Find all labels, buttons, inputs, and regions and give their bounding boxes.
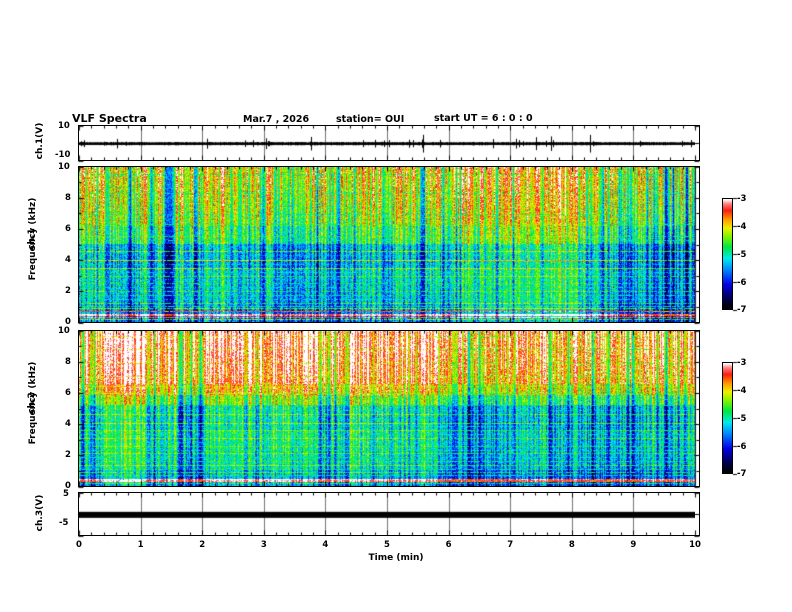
ch2-spec-ytick-6: 6 [65, 388, 71, 398]
x-tick-1: 1 [137, 540, 144, 550]
figure-start-ut: start UT = 6 : 0 : 0 [434, 113, 533, 124]
ch1-colorbar-tick--7: -7 [737, 305, 747, 315]
ch2-colorbar-tick--6: -6 [737, 442, 747, 452]
ch2-spec-ytick-4: 4 [65, 419, 71, 429]
ch2-spec-ytick-10: 10 [58, 326, 70, 336]
x-tick-8: 8 [568, 540, 575, 550]
ch1-colorbar-tick--6: -6 [737, 278, 747, 288]
ch1-colorbar-tick--4: -4 [737, 222, 747, 232]
ch1-ytick-top: 10 [58, 121, 70, 131]
x-tick-4: 4 [322, 540, 329, 550]
ch1-spectrogram-image [79, 167, 695, 322]
x-tick-5: 5 [384, 540, 390, 550]
figure-date: Mar.7 , 2026 [243, 114, 310, 125]
ch2-spectrogram-image [79, 331, 695, 486]
ch2-colorbar-tick--5: -5 [737, 414, 747, 424]
ch1-waveform-plot [79, 126, 695, 160]
figure-station: station= OUI [336, 114, 405, 125]
ch3-ytick-top: 5 [63, 489, 69, 499]
ch1-spec-ytick-8: 8 [65, 193, 71, 203]
x-tick-3: 3 [260, 540, 267, 550]
ch1-spec-ytick-6: 6 [65, 224, 71, 234]
ch1-spec-ytick-10: 10 [58, 162, 70, 172]
ch2-spec-ylabel-frequency: Frequency (kHz) [28, 361, 38, 445]
x-tick-7: 7 [507, 540, 514, 550]
ch1-spec-ylabel-frequency: Frequency (kHz) [28, 197, 38, 281]
x-tick-6: 6 [445, 540, 452, 550]
ch2-spec-ytick-8: 8 [65, 357, 71, 367]
ch2-colorbar-tick--3: -3 [737, 358, 747, 368]
ch3-waveform-ylabel: ch.3(V) [35, 494, 45, 532]
ch2-colorbar-tick--4: -4 [737, 386, 747, 396]
ch1-colorbar-tick--3: -3 [737, 194, 747, 204]
x-tick-2: 2 [199, 540, 206, 550]
x-tick-9: 9 [630, 540, 637, 550]
x-tick-0: 0 [76, 540, 82, 550]
ch2-colorbar-tick--7: -7 [737, 469, 747, 479]
ch3-ytick-bottom: -5 [59, 518, 69, 528]
ch2-colorbar [722, 362, 733, 474]
figure-title: VLF Spectra [72, 112, 147, 125]
ch1-spec-ytick-2: 2 [65, 286, 71, 296]
x-axis-label: Time (min) [368, 553, 424, 563]
ch1-colorbar-tick--5: -5 [737, 250, 747, 260]
ch2-spec-ytick-2: 2 [65, 450, 71, 460]
ch3-waveform-plot [79, 493, 695, 535]
ch1-colorbar [722, 198, 733, 310]
ch1-waveform-ylabel: ch.1(V) [35, 122, 45, 160]
ch1-spec-ytick-4: 4 [65, 255, 71, 265]
x-tick-10: 10 [689, 540, 701, 550]
ch1-ytick-bottom: -10 [55, 150, 71, 160]
